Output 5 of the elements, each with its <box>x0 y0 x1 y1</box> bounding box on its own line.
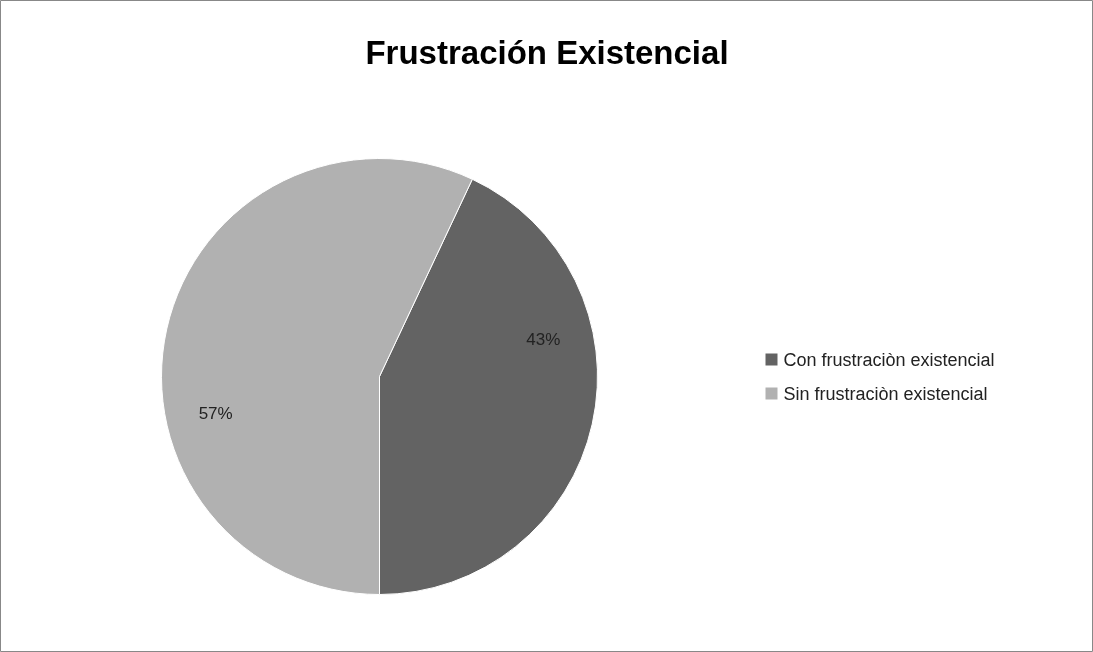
data-label: 57% <box>198 403 233 423</box>
chart-title: Frustración Existencial <box>365 34 729 71</box>
legend-label: Sin frustraciòn existencial <box>783 383 988 404</box>
data-label: 43% <box>526 330 561 350</box>
legend-label: Con frustraciòn existencial <box>783 349 995 370</box>
